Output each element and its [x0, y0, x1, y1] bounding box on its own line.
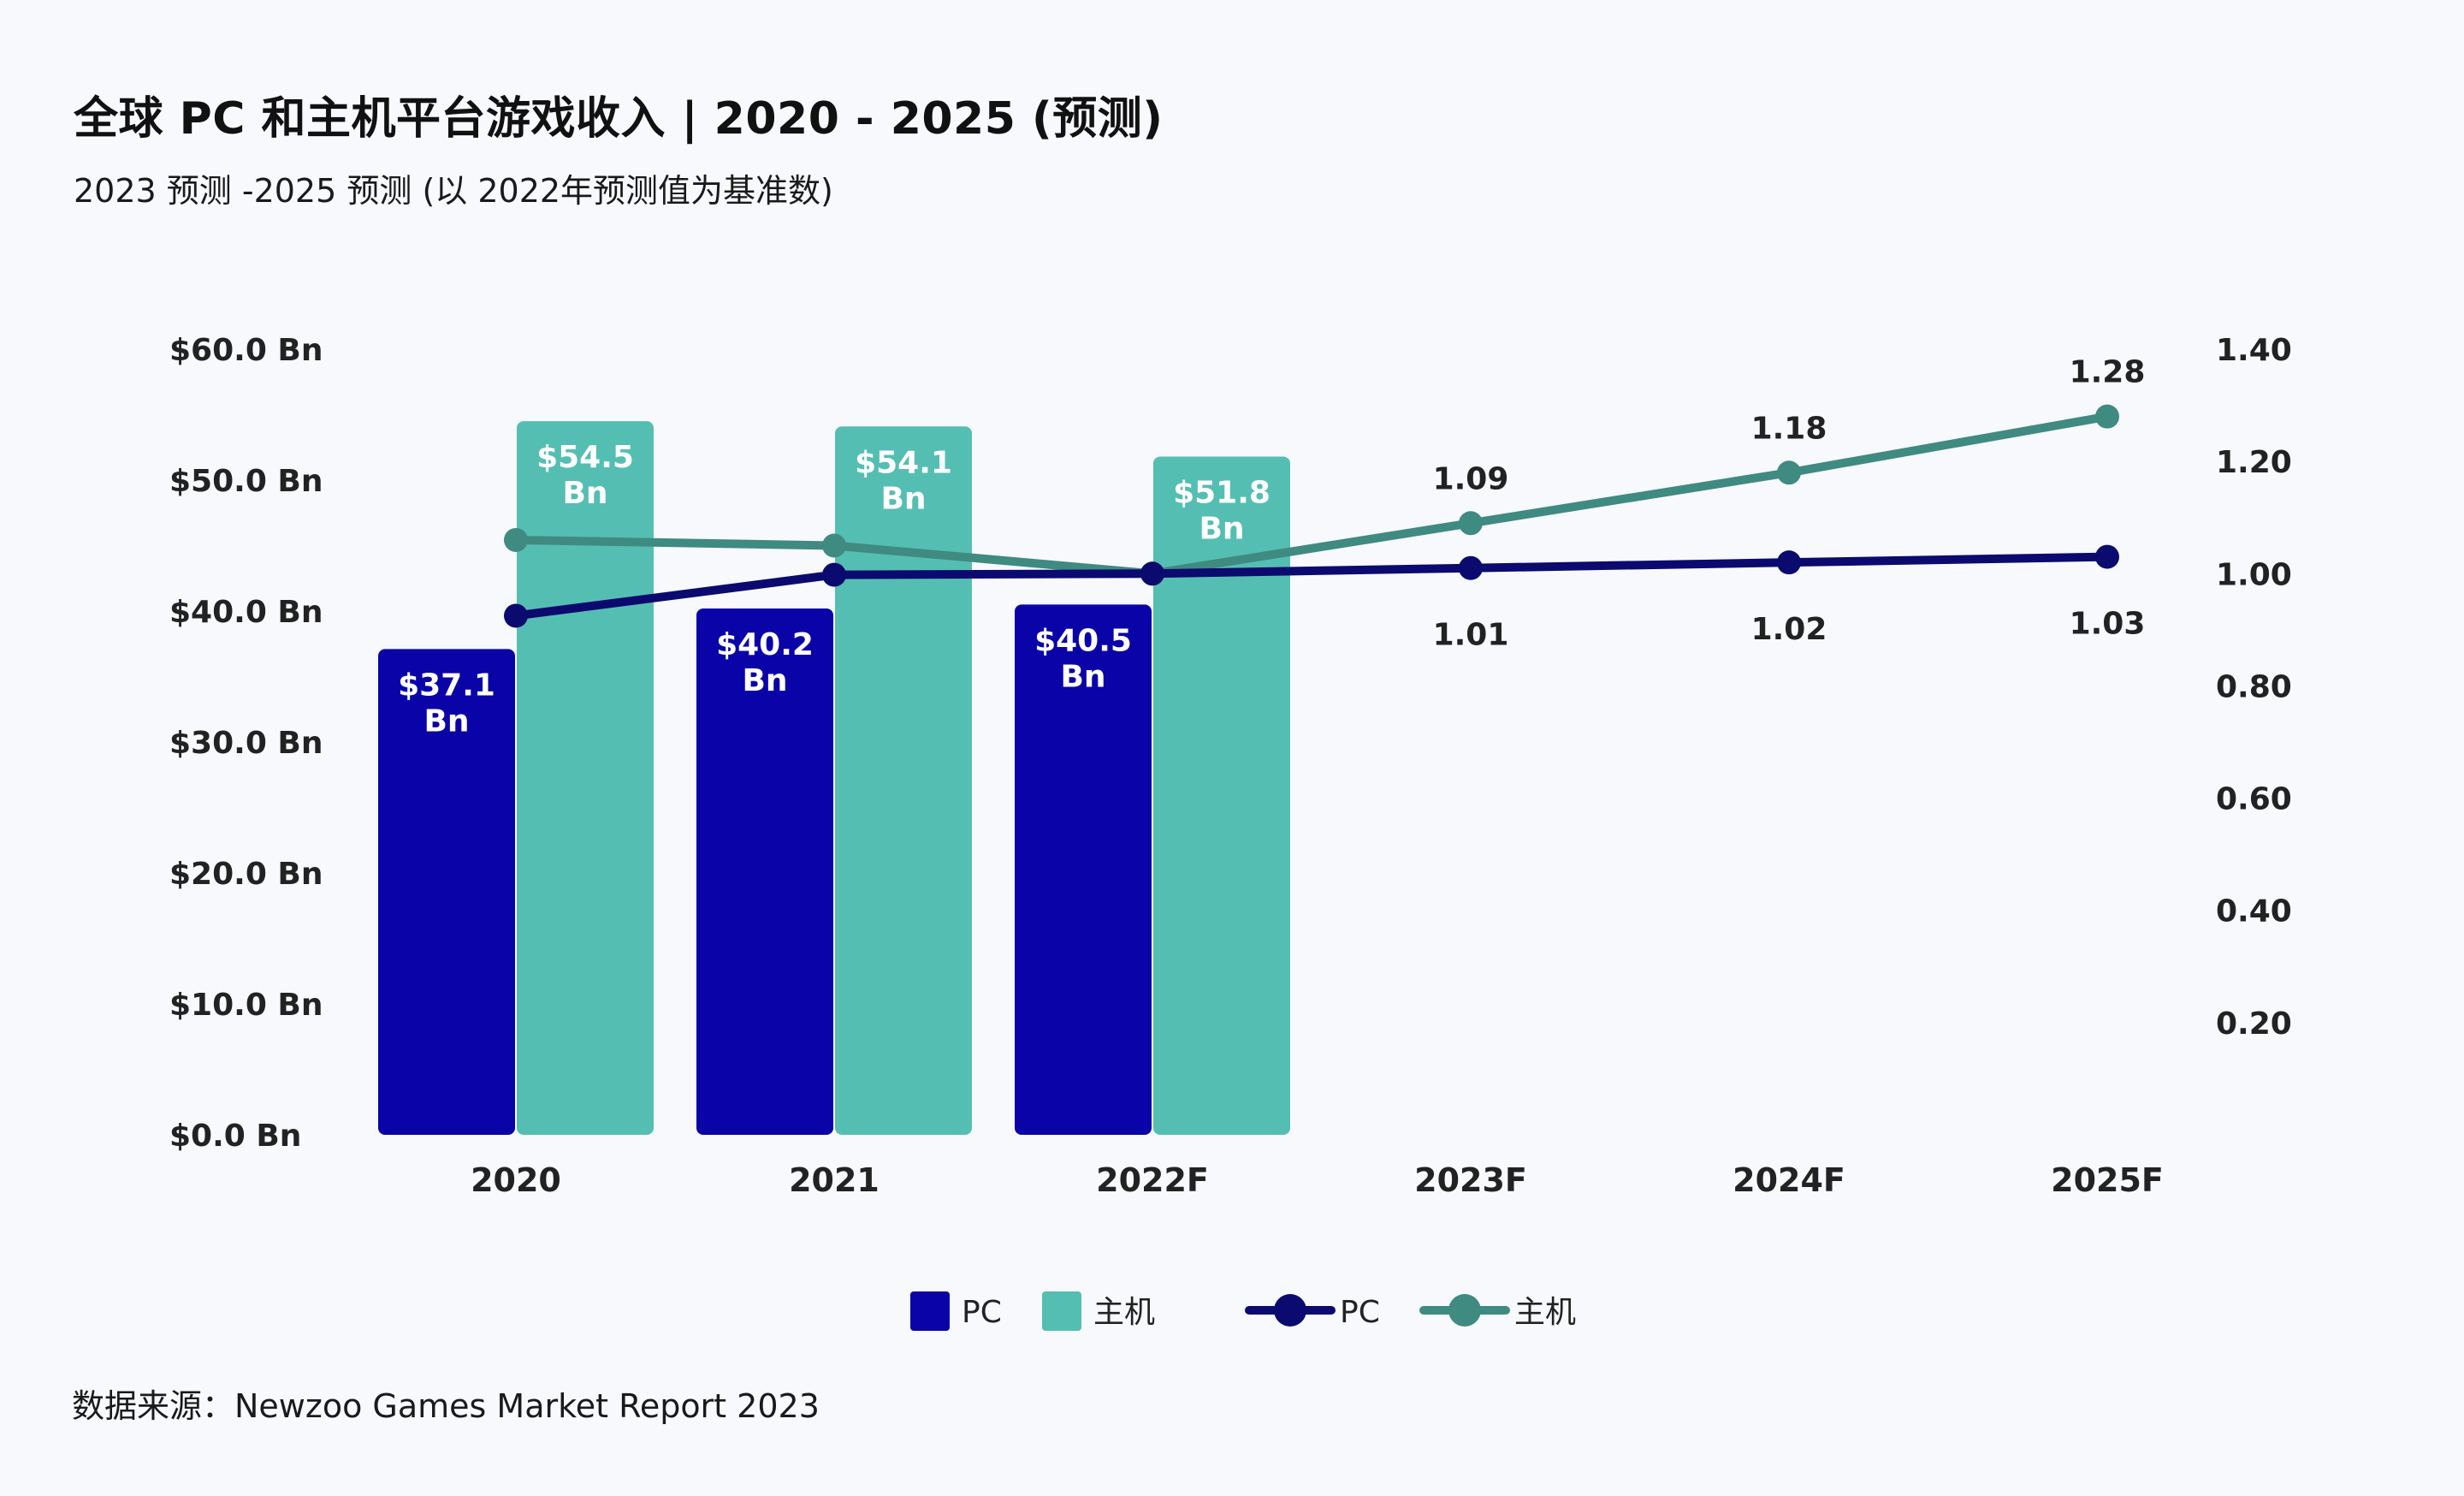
bar-unit-label: Bn	[1199, 511, 1244, 546]
left-axis-tick-label: $40.0 Bn	[169, 595, 323, 630]
x-axis-tick-label: 2022F	[1096, 1161, 1209, 1199]
bar-value-label: $51.8	[1173, 475, 1270, 510]
legend-swatch-marker	[1274, 1294, 1306, 1327]
bar-console	[1153, 456, 1290, 1135]
bar-unit-label: Bn	[1060, 659, 1105, 694]
left-axis-tick-label: $10.0 Bn	[169, 988, 323, 1023]
line-point-pc	[1777, 550, 1801, 575]
bar-value-label: $40.5	[1034, 623, 1132, 658]
line-point-console	[822, 533, 846, 558]
line-series	[504, 404, 2119, 628]
line-pc	[512, 552, 2112, 620]
right-axis-tick-label: 0.60	[2216, 782, 2292, 817]
right-axis-tick-label: 0.40	[2216, 894, 2292, 929]
x-axis-tick-label: 2024F	[1732, 1161, 1845, 1199]
line-value-label: 1.18	[1751, 411, 1827, 446]
legend-label: 主机	[1093, 1295, 1155, 1330]
x-axis: 2020 2021 2022F 2023F 2024F 2025F	[471, 1161, 2164, 1199]
right-axis-tick-label: 0.80	[2216, 669, 2292, 704]
legend-label: PC	[962, 1295, 1002, 1330]
data-source-note: 数据来源：Newzoo Games Market Report 2023	[72, 1387, 820, 1425]
left-axis-tick-label: $30.0 Bn	[169, 726, 323, 761]
x-axis-tick-label: 2025F	[2051, 1161, 2164, 1199]
line-point-console	[504, 527, 528, 552]
bar-unit-label: Bn	[742, 663, 787, 698]
bar-unit-label: Bn	[880, 481, 926, 516]
line-value-label: 1.28	[2070, 355, 2146, 390]
legend-swatch-bar	[1042, 1291, 1081, 1331]
bar-value-label: $54.5	[536, 440, 634, 475]
line-point-pc	[1140, 561, 1164, 586]
bar-labels: $37.1Bn$40.2Bn$40.5Bn$54.5Bn$54.1Bn $51.8…	[398, 440, 1270, 739]
x-axis-tick-label: 2020	[471, 1161, 561, 1199]
line-console	[512, 412, 2112, 579]
line-point-pc	[1459, 555, 1483, 580]
left-axis: $0.0 Bn $10.0 Bn $20.0 Bn $30.0 Bn $40.0 Bn $…	[169, 333, 323, 1154]
line-point-pc	[2095, 544, 2119, 569]
line-point-console	[1459, 511, 1483, 536]
line-point-console	[2095, 404, 2119, 429]
line-value-label: 1.01	[1433, 618, 1509, 653]
chart-title: 全球 PC 和主机平台游戏收入 | 2020 - 2025 (预测)	[74, 93, 1164, 145]
bar-series	[378, 421, 1290, 1135]
right-axis-tick-label: 0.20	[2216, 1006, 2292, 1042]
bar-pc	[696, 608, 833, 1135]
legend-label: PC	[1340, 1295, 1380, 1330]
x-axis-tick-label: 2023F	[1414, 1161, 1527, 1199]
left-axis-tick-label: $0.0 Bn	[169, 1119, 301, 1154]
bar-console	[517, 421, 654, 1135]
line-point-console	[1777, 460, 1801, 485]
bar-value-label: $37.1	[398, 668, 495, 703]
line-labels: 1.09 1.18 1.28 1.01 1.02 1.03	[1433, 355, 2146, 653]
bar-pc	[378, 649, 515, 1135]
left-axis-tick-label: $20.0 Bn	[169, 857, 323, 892]
right-axis: 0.20 0.40 0.60 0.80 1.00 1.20 1.40	[2216, 333, 2292, 1042]
bar-unit-label: Bn	[562, 476, 607, 511]
left-axis-tick-label: $60.0 Bn	[169, 333, 323, 368]
bar-value-label: $54.1	[855, 445, 952, 480]
x-axis-tick-label: 2021	[789, 1161, 880, 1199]
bar-value-label: $40.2	[716, 627, 814, 662]
bar-console	[835, 426, 972, 1135]
right-axis-tick-label: 1.20	[2216, 445, 2292, 480]
right-axis-tick-label: 1.40	[2216, 333, 2292, 368]
chart-subtitle: 2023 预测 -2025 预测 (以 2022年预测值为基准数)	[74, 172, 833, 210]
legend-swatch-marker	[1448, 1294, 1481, 1327]
right-axis-tick-label: 1.00	[2216, 557, 2292, 592]
line-point-pc	[822, 562, 846, 587]
bar-unit-label: Bn	[424, 703, 469, 739]
bar-pc	[1015, 604, 1152, 1135]
legend-label: 主机	[1514, 1295, 1576, 1330]
left-axis-tick-label: $50.0 Bn	[169, 464, 323, 499]
line-point-pc	[504, 603, 528, 628]
legend: PC 主机 PC 主机	[910, 1291, 1576, 1331]
legend-swatch-bar	[910, 1291, 950, 1331]
line-value-label: 1.02	[1751, 612, 1827, 647]
line-value-label: 1.03	[2070, 607, 2146, 642]
line-value-label: 1.09	[1433, 461, 1509, 496]
